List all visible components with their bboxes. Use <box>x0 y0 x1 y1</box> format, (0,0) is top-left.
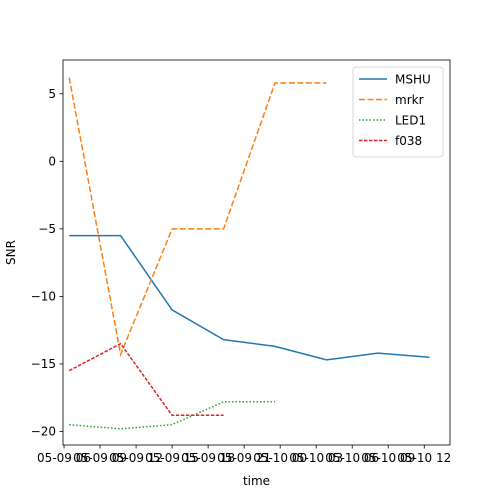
x-tick-label: 05-10 06 <box>325 451 379 465</box>
x-tick-label: 05-10 12 <box>397 451 451 465</box>
plot-lines <box>68 77 430 430</box>
y-tick-label: 0 <box>48 154 56 168</box>
legend-label: MSHU <box>395 73 431 87</box>
y-tick-label: −15 <box>31 357 56 371</box>
y-tick-label: −20 <box>31 424 56 438</box>
y-axis-label: SNR <box>4 240 18 265</box>
x-tick-label: 05-10 09 <box>361 451 415 465</box>
x-axis-label: time <box>243 474 270 488</box>
legend-frame <box>352 66 444 158</box>
legend-label: LED1 <box>395 114 426 128</box>
x-tick-label: 05-09 15 <box>145 451 199 465</box>
series-line-mrkr <box>68 77 327 358</box>
legend: MSHU mrkr LED1 f038 <box>352 66 444 158</box>
legend-label: f038 <box>395 134 422 148</box>
x-tick-label: 05-09 06 <box>37 451 91 465</box>
series-line-f038 <box>68 342 224 417</box>
x-tick-label: 05-10 00 <box>253 451 307 465</box>
x-tick-label: 05-09 21 <box>217 451 271 465</box>
y-tick-label: −5 <box>38 222 56 236</box>
x-tick-label: 05-09 18 <box>181 451 235 465</box>
series-line-mshu <box>69 234 430 361</box>
y-axis: 5 0 −5 −10 −15 −20 <box>31 87 63 438</box>
axes-frame <box>62 59 451 446</box>
x-tick-label: 05-09 12 <box>109 451 163 465</box>
x-tick-label: 05-09 09 <box>73 451 127 465</box>
y-tick-label: −10 <box>31 289 56 303</box>
x-tick-label: 05-10 03 <box>289 451 343 465</box>
legend-label: mrkr <box>395 93 424 107</box>
y-tick-label: 5 <box>48 87 56 101</box>
